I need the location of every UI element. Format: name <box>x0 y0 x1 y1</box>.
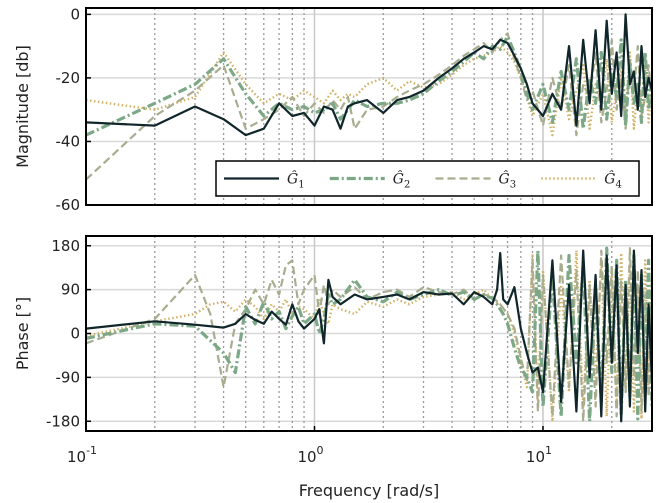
y-tick-label: -20 <box>56 69 81 87</box>
y-tick-label: 0 <box>70 325 80 343</box>
x-tick-label: 100 <box>297 444 323 466</box>
legend-label-g1: Ĝ1 <box>287 170 305 191</box>
phase-grid <box>85 236 653 431</box>
frequency-xlabel: Frequency [rad/s] <box>299 481 440 500</box>
phase-ylabel: Phase [°] <box>13 297 32 370</box>
magnitude-ylabel: Magnitude [db] <box>13 45 32 168</box>
series-line-g2 <box>86 246 652 423</box>
y-tick-label: 0 <box>70 5 80 23</box>
y-tick-label: -180 <box>46 412 80 430</box>
phase-y-ticks: 180 90 0 -90 -180 <box>46 237 91 430</box>
magnitude-axes-frame <box>85 7 653 206</box>
y-tick-label: 180 <box>51 237 80 255</box>
magnitude-legend: Ĝ1 Ĝ2 Ĝ3 Ĝ4 <box>215 160 640 197</box>
phase-panel: 180 90 0 -90 -180 10-1 100 101 Phase [°] Frequ… <box>13 235 653 500</box>
legend-box <box>215 160 640 197</box>
y-tick-label: -60 <box>56 196 81 214</box>
series-line-g1 <box>86 249 652 423</box>
series-line-g2 <box>86 35 652 137</box>
legend-label-g4: Ĝ4 <box>604 170 622 191</box>
phase-series <box>86 246 652 423</box>
x-tick-label: 10-1 <box>67 444 97 466</box>
magnitude-panel: 0 -20 -40 -60 Magnitude [db] Ĝ1 Ĝ2 Ĝ3 Ĝ4 <box>13 5 653 214</box>
phase-x-ticks: 10-1 100 101 <box>67 426 552 466</box>
y-tick-label: -40 <box>56 132 81 150</box>
y-tick-label: 90 <box>61 281 80 299</box>
legend-label-g2: Ĝ2 <box>393 170 411 191</box>
magnitude-series <box>86 13 652 181</box>
legend-label-g3: Ĝ3 <box>499 170 517 191</box>
y-tick-label: -90 <box>56 368 81 386</box>
x-tick-label: 101 <box>526 444 552 466</box>
magnitude-y-ticks: 0 -20 -40 -60 <box>56 5 91 214</box>
series-line-g1 <box>86 13 652 137</box>
